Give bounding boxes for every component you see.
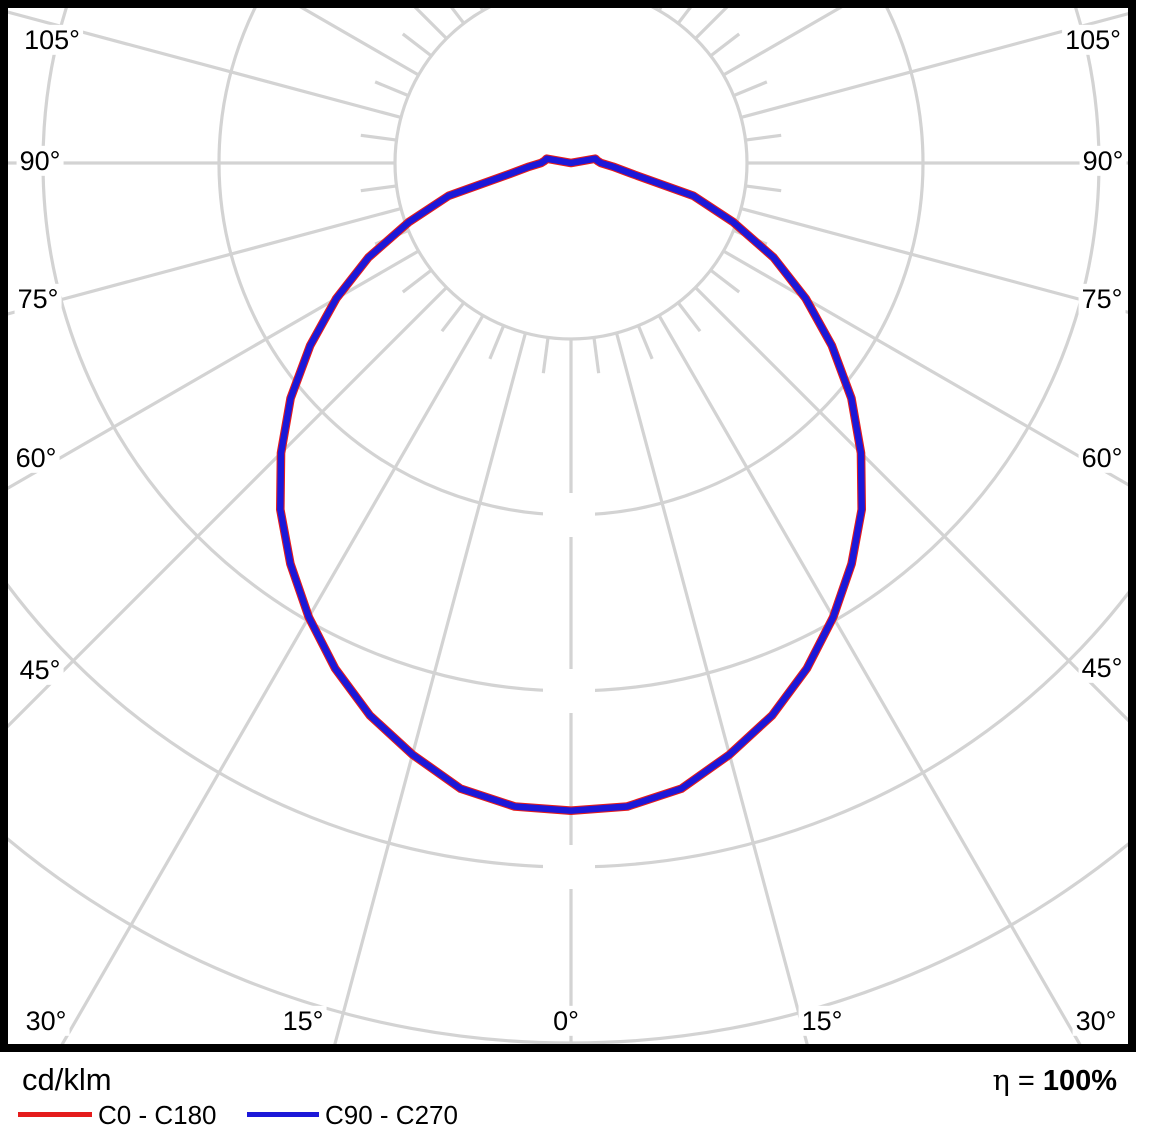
angle-label-left-45: 45° (16, 654, 64, 686)
angle-label-right-15: 15° (798, 1005, 846, 1037)
eta-value: 100% (1042, 1065, 1117, 1097)
angle-label-right-45: 45° (1078, 652, 1126, 684)
legend: C0 - C180 C90 - C270 (0, 1100, 1164, 1130)
intensity-curves (276, 154, 866, 815)
chart-border (0, 0, 1136, 1052)
legend-c0-c180-swatch (18, 1112, 92, 1117)
angle-label-left-60: 60° (12, 442, 60, 474)
eta-symbol: η (992, 1063, 1010, 1097)
angle-label-left-90: 90° (16, 145, 64, 177)
ring-value-boxes (543, 493, 595, 889)
legend-c90-c270-label: C90 - C270 (325, 1100, 458, 1130)
radial-units-label: cd/klm (22, 1062, 112, 1097)
angle-label-right-75: 75° (1078, 283, 1126, 315)
angle-label-right-90: 90° (1079, 145, 1127, 177)
angle-label-left-30: 30° (22, 1005, 70, 1037)
angle-label-left-75: 75° (14, 283, 62, 315)
legend-c90-c270-swatch (247, 1112, 319, 1117)
angle-label-left-105: 105° (21, 24, 83, 56)
efficiency-readout: η = 100% (993, 1063, 1117, 1098)
angle-label-right-30: 30° (1072, 1005, 1120, 1037)
curve-c90-c270 (277, 155, 865, 814)
angle-label-left-15: 15° (279, 1005, 327, 1037)
angle-label-right-60: 60° (1078, 442, 1126, 474)
legend-c0-c180-label: C0 - C180 (98, 1100, 217, 1130)
angle-label-center-0: 0° (550, 1005, 582, 1037)
angle-label-right-105: 105° (1062, 24, 1124, 56)
eta-equals: = (1017, 1065, 1035, 1097)
